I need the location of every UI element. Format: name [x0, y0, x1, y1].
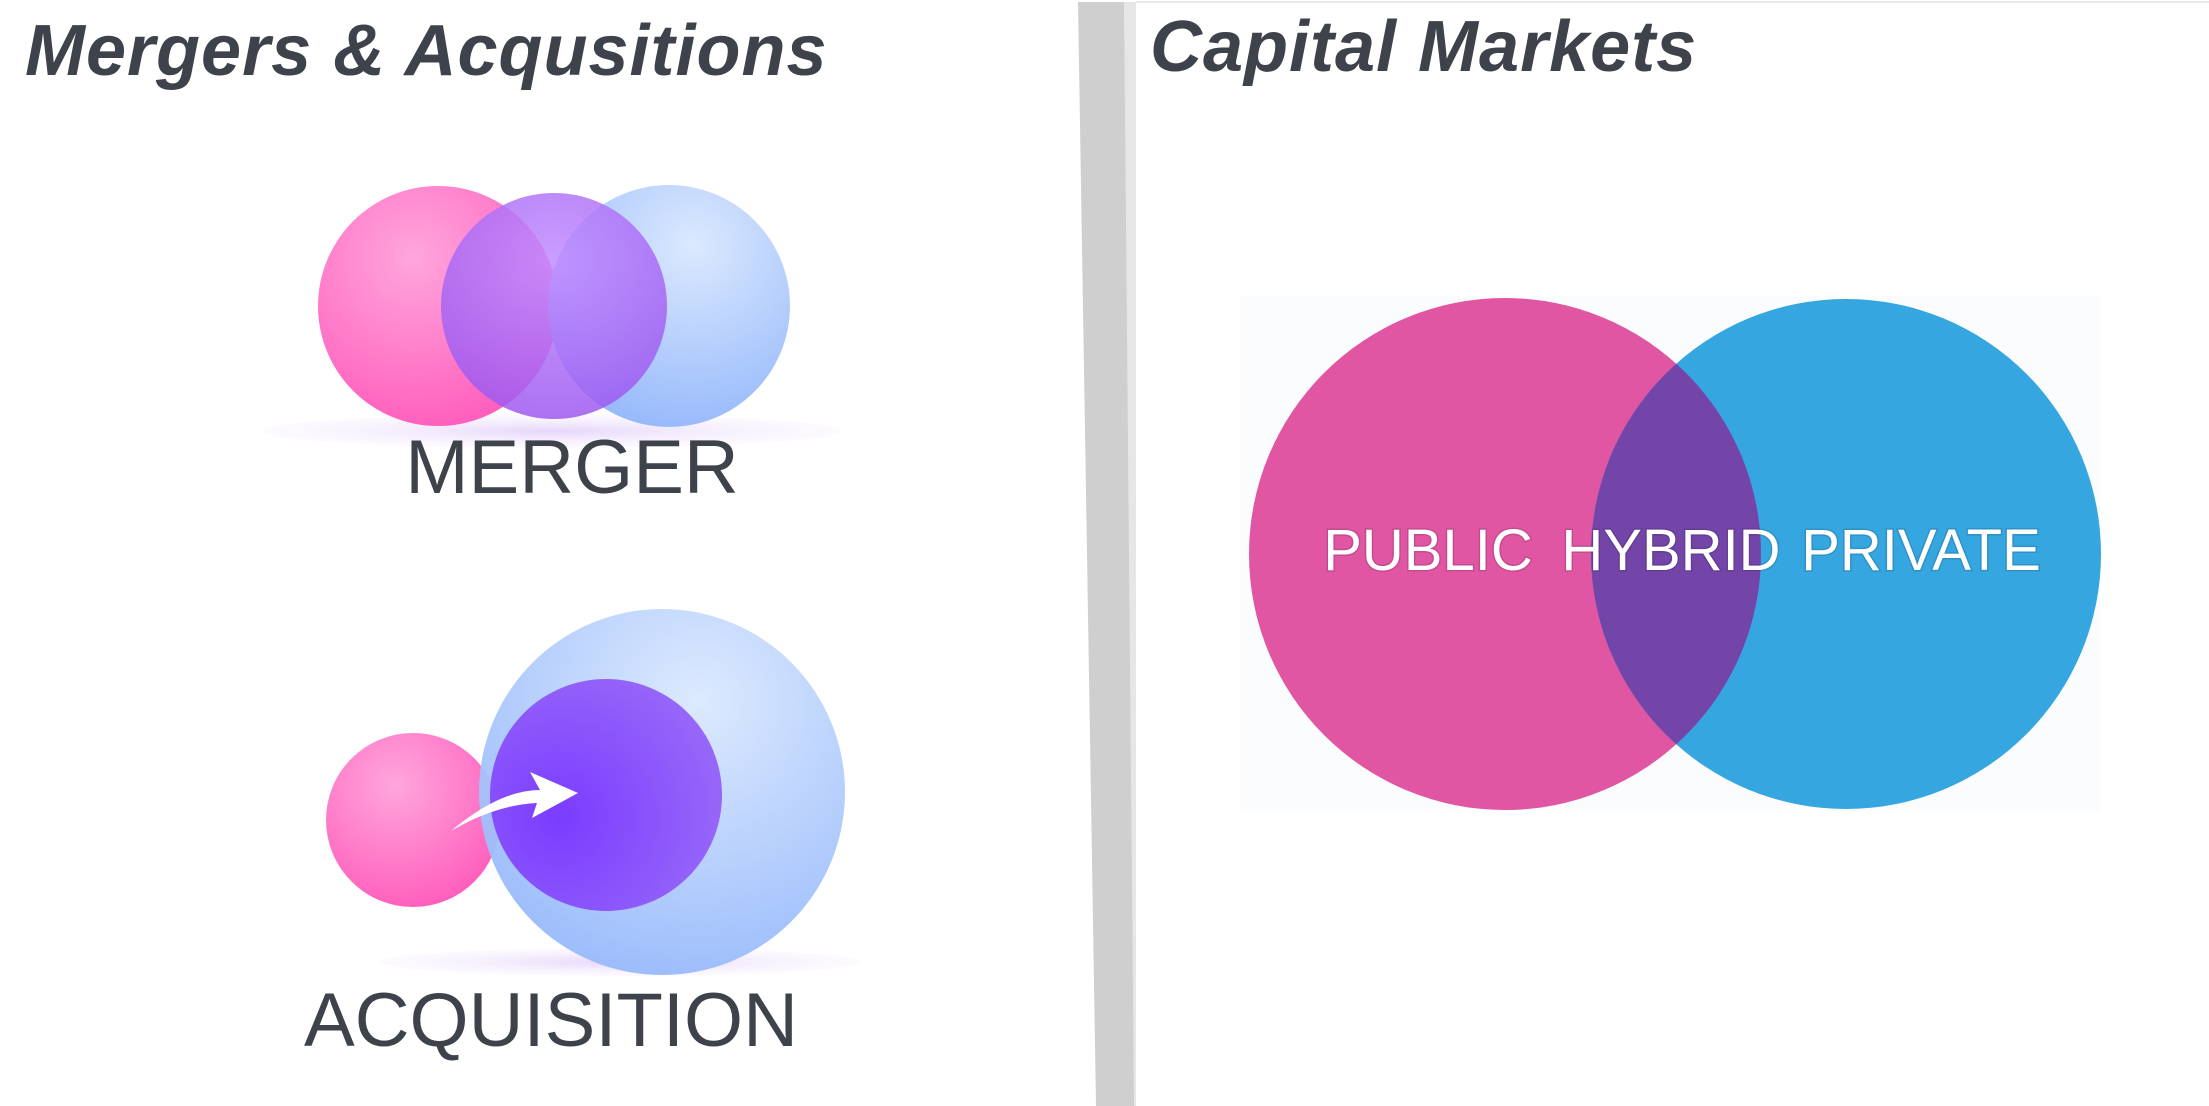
mergers-acquisitions-title: Mergers & Acqusitions [25, 11, 828, 91]
acquisition-label: ACQUISITION [304, 978, 798, 1063]
merger-label: MERGER [405, 425, 739, 510]
private-label: PRIVATE [1801, 518, 2041, 583]
merger-diagram: MERGER [263, 185, 841, 510]
acquisition-arrow-icon [451, 772, 578, 831]
capital-markets-venn: PUBLIC HYBRID PRIVATE [1240, 296, 2101, 811]
acquisition-diagram: ACQUISITION [304, 609, 860, 1063]
public-label: PUBLIC [1323, 518, 1533, 583]
capital-markets-title: Capital Markets [1150, 7, 1698, 87]
acquisition-inner-purple-circle [490, 679, 722, 911]
hybrid-overlap [1591, 299, 1761, 809]
hybrid-label: HYBRID [1561, 518, 1780, 583]
acquisition-small-pink-circle [326, 733, 500, 907]
merger-purple-circle [441, 193, 667, 419]
panel-divider [1078, 1, 2209, 1106]
